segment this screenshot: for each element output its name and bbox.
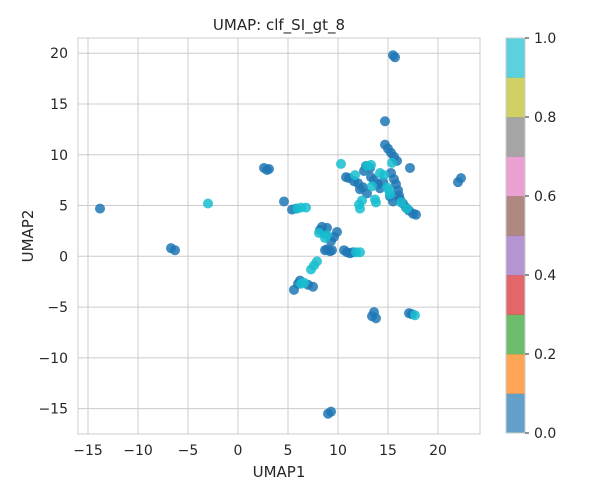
data-point (387, 157, 397, 168)
data-point (299, 277, 309, 288)
y-tick-label: 20 (50, 46, 68, 62)
colorbar-tick-label: 1.0 (534, 31, 556, 47)
colorbar-tick-label: 0.6 (534, 189, 556, 205)
colorbar-segment (506, 117, 525, 157)
plot-frame (77, 37, 481, 435)
x-tick-label: 5 (284, 443, 293, 459)
x-tick-label: 20 (429, 443, 447, 459)
data-point (312, 256, 322, 267)
data-point (355, 247, 365, 258)
colorbar-segment (506, 156, 525, 197)
data-point (390, 52, 400, 63)
data-point (308, 281, 318, 292)
data-point (380, 116, 390, 127)
data-point (350, 170, 360, 181)
colorbar-segments (506, 38, 525, 434)
x-tick-label: 10 (329, 443, 347, 459)
data-point (405, 162, 415, 173)
x-tick-label: 15 (379, 443, 397, 459)
data-point (170, 245, 180, 256)
colorbar-segment (506, 314, 525, 355)
data-point (301, 202, 311, 213)
colorbar-tick-label: 0.2 (534, 347, 556, 363)
data-point (355, 203, 365, 214)
colorbar-segment (506, 77, 525, 118)
colorbar-segment (506, 38, 525, 78)
data-point (366, 159, 376, 170)
y-tick-label: 15 (50, 97, 68, 113)
data-point (326, 406, 336, 417)
data-point (411, 209, 421, 220)
colorbar-segment (506, 354, 525, 394)
colorbar-segment (506, 235, 525, 276)
data-point (95, 203, 105, 214)
data-point (379, 170, 389, 181)
y-tick-label: 5 (59, 199, 68, 215)
colorbar: 0.0 0.2 0.4 0.6 0.8 1.0 (505, 31, 556, 442)
data-point (367, 181, 377, 192)
data-point (322, 222, 332, 233)
x-tick-label: −5 (178, 443, 199, 459)
data-point (279, 196, 289, 207)
data-point (371, 313, 381, 324)
data-point (456, 173, 466, 184)
colorbar-segment (506, 196, 525, 236)
tick-labels: −15 −10 −5 0 5 10 15 20 −15 −10 −5 0 5 10 15 20 (38, 46, 446, 459)
colorbar-tick-label: 0.4 (534, 268, 556, 284)
data-point (322, 229, 332, 240)
y-tick-label: −10 (38, 351, 68, 367)
chart-title: UMAP: clf_SI_gt_8 (213, 16, 345, 35)
colorbar-frame (505, 37, 526, 434)
data-point (203, 198, 213, 209)
data-point (264, 163, 274, 174)
data-point (332, 226, 342, 237)
data-point (327, 245, 337, 256)
colorbar-segment (506, 393, 525, 434)
y-tick-label: −15 (38, 402, 68, 418)
data-point (362, 188, 372, 199)
y-axis-label: UMAP2 (19, 210, 37, 263)
y-tick-label: 0 (59, 249, 68, 265)
x-tick-label: −15 (73, 443, 103, 459)
data-point (385, 189, 395, 200)
colorbar-tick-label: 0.8 (534, 110, 556, 126)
data-point (396, 197, 406, 208)
data-point (336, 158, 346, 169)
scatter-points (95, 50, 466, 419)
colorbar-tick-label: 0.0 (534, 426, 556, 442)
y-tick-label: −5 (47, 300, 68, 316)
colorbar-tick-labels: 0.0 0.2 0.4 0.6 0.8 1.0 (525, 31, 556, 442)
x-axis-label: UMAP1 (253, 463, 306, 481)
colorbar-segment (506, 275, 525, 315)
y-tick-label: 10 (50, 148, 68, 164)
x-tick-label: 0 (234, 443, 243, 459)
x-tick-label: −10 (123, 443, 153, 459)
data-point (371, 197, 381, 208)
data-point (357, 195, 367, 206)
data-point (402, 203, 412, 214)
data-point (410, 310, 420, 321)
grid-lines (78, 38, 480, 434)
